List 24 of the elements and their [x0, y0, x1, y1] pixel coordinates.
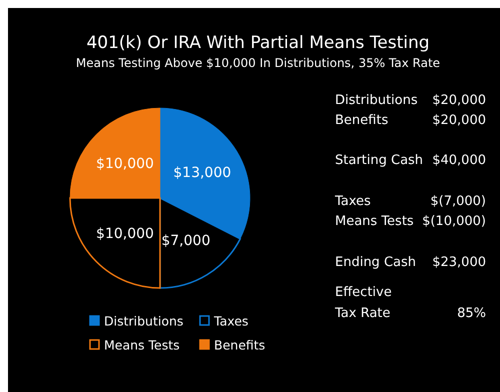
text: 85%	[457, 306, 486, 321]
legend-label: Taxes	[213, 313, 248, 328]
data-label: $7,000	[161, 233, 210, 250]
legend-label: Means Tests	[104, 337, 180, 352]
legend-label: Distributions	[104, 313, 184, 328]
data-label: $10,000	[96, 156, 154, 172]
text: $(10,000)	[422, 214, 486, 229]
text: Taxes	[334, 194, 372, 209]
data-label: $10,000	[96, 226, 154, 242]
text: $20,000	[432, 113, 486, 128]
text: $(7,000)	[430, 194, 486, 209]
legend-label: Benefits	[214, 337, 266, 352]
text: Starting Cash	[335, 153, 424, 168]
text: Ending Cash	[335, 255, 416, 270]
text: $23,000	[432, 255, 486, 270]
text: $20,000	[432, 93, 486, 108]
data-label: $13,000	[173, 165, 232, 182]
text: Means Tests	[335, 214, 414, 229]
text: Distributions	[335, 93, 418, 108]
text: Effective Tax Rate	[334, 285, 392, 321]
chart-subtitle: Means Testing Above $10,000 In Distributions, 35% Tax Rate	[76, 56, 440, 70]
chart-title: 401(k) Or IRA With Partial Means Testing	[86, 33, 430, 53]
text: $40,000	[432, 153, 486, 168]
text: Benefits	[335, 113, 388, 128]
